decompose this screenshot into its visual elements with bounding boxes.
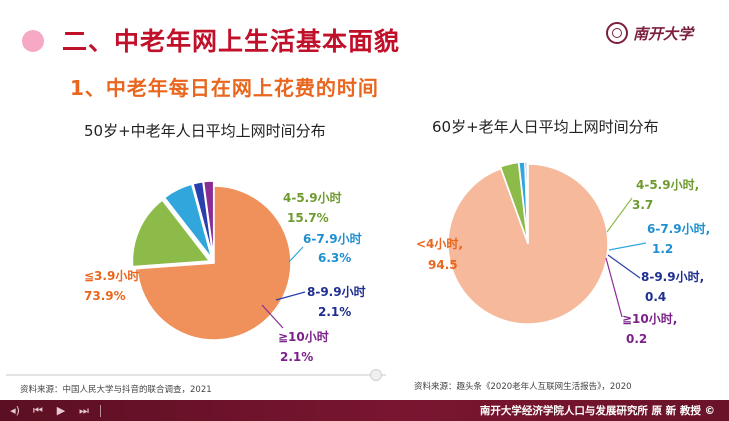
chart2-value-5: 0.2 xyxy=(626,332,647,346)
chart2-leader-5 xyxy=(605,257,623,318)
chart1-slice-3 xyxy=(163,183,213,259)
chart2-slice-5 xyxy=(526,161,529,243)
university-logo: 南开大学 xyxy=(606,20,718,46)
chart1-label-3: 6-7.9小时 xyxy=(303,231,362,246)
chart1-label-2: 4-5.9小时 xyxy=(283,190,342,205)
chart1-value-1: 73.9% xyxy=(84,289,126,303)
chart1-value-3: 6.3% xyxy=(318,251,351,265)
chart1-label-5: ≧10小时 xyxy=(278,329,329,344)
volume-icon[interactable]: ◂) xyxy=(10,404,20,417)
chart2-leader-4 xyxy=(607,254,641,279)
chart2-source: 资料来源：趣头条《2020老年人互联网生活报告》，2020 xyxy=(414,382,632,392)
chart1-value-2: 15.7% xyxy=(287,211,329,225)
chart2-value-2: 3.7 xyxy=(632,198,653,212)
chart2-value-3: 1.2 xyxy=(652,242,673,256)
chart2-title: 60岁+老年人日平均上网时间分布 xyxy=(432,118,659,136)
chart2-leader-2 xyxy=(606,197,633,233)
slide-main-title: 二、中老年网上生活基本面貌 xyxy=(62,27,401,56)
university-seal-icon xyxy=(606,22,628,44)
chart2-label-1: <4小时, xyxy=(416,236,463,251)
chart1-leader-4 xyxy=(275,291,306,301)
chart1-label-4: 8-9.9小时 xyxy=(307,284,366,299)
footer-credit: 南开大学经济学院人口与发展研究所 原 新 教授 © xyxy=(479,405,715,417)
chart2-leader-3 xyxy=(608,242,647,251)
university-logo-text: 南开大学 xyxy=(633,24,694,43)
playback-track[interactable] xyxy=(6,374,386,376)
chart1-value-4: 2.1% xyxy=(318,305,351,319)
chart1-slice-5 xyxy=(202,180,215,259)
chart2-value-4: 0.4 xyxy=(645,290,666,304)
chart2-label-3: 6-7.9小时, xyxy=(647,221,710,236)
chart1-slice-2 xyxy=(131,199,211,268)
footer-bar: 南开大学经济学院人口与发展研究所 原 新 教授 © xyxy=(0,400,729,421)
divider xyxy=(100,404,101,417)
chart1-title: 50岁+中老年人日平均上网时间分布 xyxy=(84,122,326,140)
next-icon[interactable]: ⏭ xyxy=(79,403,89,417)
chart2-label-2: 4-5.9小时, xyxy=(636,177,699,192)
chart1-value-5: 2.1% xyxy=(280,350,313,364)
playback-knob[interactable] xyxy=(370,369,382,381)
chart1-leader-5 xyxy=(261,304,284,329)
chart2-label-5: ≧10小时, xyxy=(622,311,677,326)
chart2-value-1: 94.5 xyxy=(428,258,458,272)
chart1-source: 资料来源：中国人民大学与抖音的联合调查，2021 xyxy=(20,385,212,395)
chart1-slice-1 xyxy=(136,185,292,341)
chart2-label-4: 8-9.9小时, xyxy=(641,269,704,284)
play-icon[interactable]: ▶ xyxy=(56,404,66,417)
slide-sub-title: 1、中老年每日在网上花费的时间 xyxy=(70,76,379,100)
chart2-slice-1 xyxy=(447,163,609,325)
previous-icon[interactable]: ⏮ xyxy=(33,403,43,417)
chart1-leader-3 xyxy=(288,246,304,263)
chart1-label-1: ≦3.9小时 xyxy=(84,268,139,283)
title-bullet xyxy=(22,30,44,52)
player-controls: ◂) ⏮ ▶ ⏭ xyxy=(0,400,101,421)
